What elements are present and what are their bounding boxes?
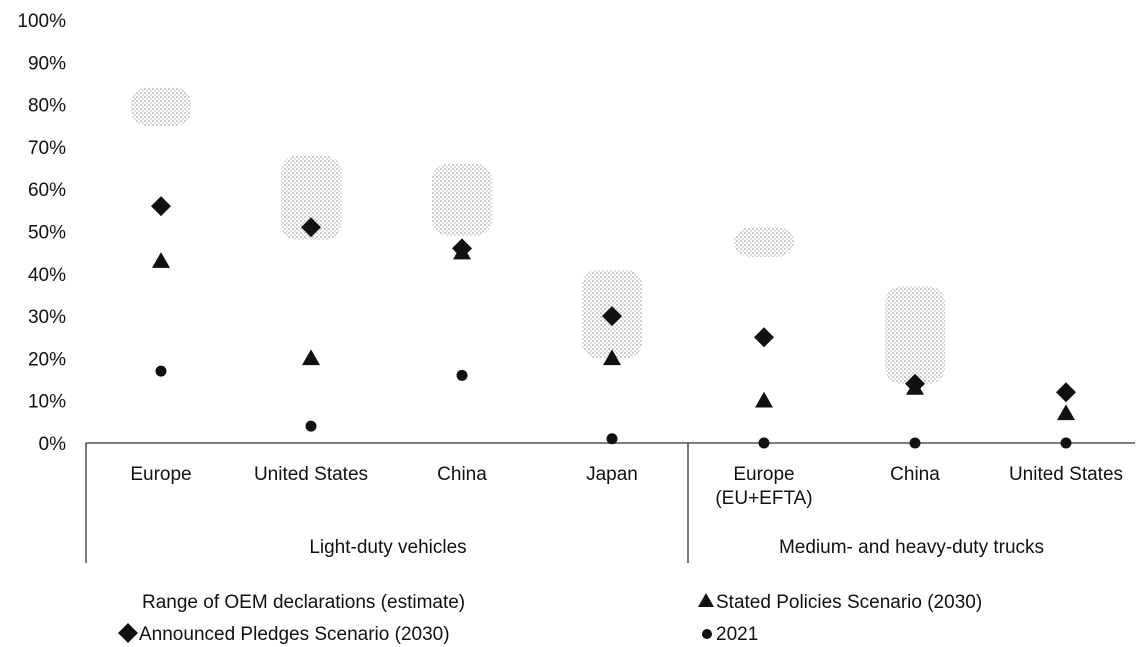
announced-pledges-marker: [1056, 382, 1076, 403]
y-tick-label: 70%: [28, 138, 66, 159]
y-tick-label: 20%: [28, 349, 66, 370]
x-category-label: Europe: [130, 464, 191, 485]
group-labels: Light-duty vehicles Medium- and heavy-dut…: [309, 537, 1044, 558]
y-tick-label: 30%: [28, 307, 66, 328]
category-labels: Europe United States China Japan Europe (EU+E…: [130, 464, 1123, 509]
x-category-label: United States: [1009, 464, 1123, 485]
year-2021-marker: [155, 365, 167, 377]
year-2021-marker: [1060, 437, 1072, 449]
y-tick-label: 60%: [28, 180, 66, 201]
legend-label-stated-policies: Stated Policies Scenario (2030): [716, 592, 982, 613]
oem-range-blob: [734, 227, 794, 257]
announced-pledges-marker: [754, 327, 774, 348]
oem-range-blob: [885, 286, 945, 384]
x-category-label: China: [437, 464, 487, 485]
y-tick-label: 0%: [39, 434, 67, 455]
oem-range-blob: [281, 155, 341, 240]
year-2021-marker: [758, 437, 770, 449]
announced-pledges-marker: [905, 373, 925, 394]
legend-label-2021: 2021: [716, 624, 758, 645]
oem-range-blob: [432, 163, 492, 236]
y-tick-label: 80%: [28, 96, 66, 117]
group-label-trucks: Medium- and heavy-duty trucks: [779, 537, 1044, 558]
x-category-label: China: [890, 464, 940, 485]
data-marks: [151, 196, 1076, 449]
x-category-label: Japan: [586, 464, 638, 485]
y-tick-label: 10%: [28, 392, 66, 413]
x-category-label: Europe: [733, 464, 794, 485]
stated-policies-marker: [755, 391, 773, 408]
announced-pledges-marker: [452, 238, 472, 259]
year-2021-marker: [456, 369, 468, 381]
x-category-label: (EU+EFTA): [715, 488, 812, 509]
y-tick-label: 100%: [17, 11, 66, 32]
x-category-label: United States: [254, 464, 368, 485]
year-2021-marker: [606, 433, 618, 445]
announced-pledges-marker: [301, 217, 321, 238]
legend-circle-icon: [702, 629, 712, 639]
legend-label-announced-pledges: Announced Pledges Scenario (2030): [139, 624, 450, 645]
year-2021-marker: [909, 437, 921, 449]
announced-pledges-marker: [151, 196, 171, 217]
group-label-light-duty: Light-duty vehicles: [309, 537, 466, 558]
oem-range-series: [131, 87, 945, 384]
oem-range-blob: [131, 87, 191, 126]
y-tick-label: 40%: [28, 265, 66, 286]
legend-diamond-icon: [118, 623, 138, 643]
year-2021-marker: [305, 420, 317, 432]
legend-label-oem-range: Range of OEM declarations (estimate): [142, 592, 465, 613]
stated-policies-marker: [1057, 404, 1075, 421]
stated-policies-marker: [603, 349, 621, 366]
legend: Range of OEM declarations (estimate) Stat…: [118, 592, 982, 645]
y-tick-label: 50%: [28, 223, 66, 244]
y-axis-ticks: 0% 10% 20% 30% 40% 50% 60% 70% 80% 90% 100%: [17, 11, 66, 455]
stated-policies-marker: [302, 349, 320, 366]
y-tick-label: 90%: [28, 53, 66, 74]
stated-policies-marker: [152, 252, 170, 268]
legend-triangle-icon: [698, 593, 714, 607]
announced-pledges-marker: [602, 306, 622, 327]
